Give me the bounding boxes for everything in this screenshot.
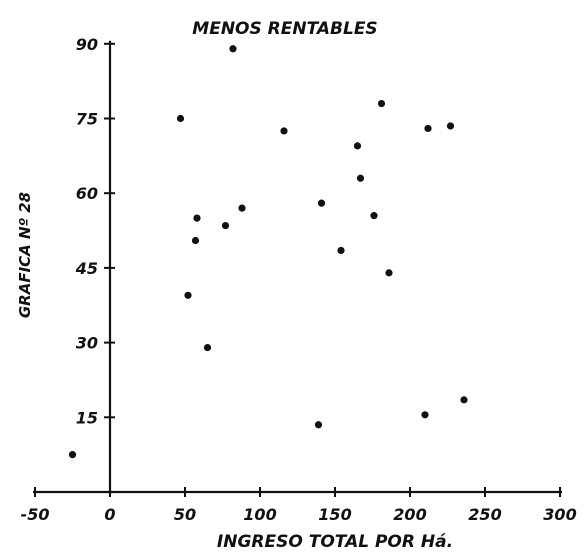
y-tick-label: 45 <box>75 259 98 278</box>
data-point <box>191 236 200 245</box>
x-tick-label: -50 <box>21 505 50 524</box>
x-tick-label: 250 <box>468 505 501 524</box>
data-point <box>221 221 230 230</box>
data-point <box>356 174 365 182</box>
y-tick-label: 90 <box>76 35 98 54</box>
data-point <box>238 204 246 212</box>
data-point <box>203 343 212 352</box>
y-tick-label: 15 <box>76 408 98 427</box>
data-point <box>317 199 326 207</box>
data-point <box>385 269 393 277</box>
x-tick-label: 0 <box>104 505 115 524</box>
data-point <box>424 124 432 133</box>
y-tick-label: 30 <box>76 334 98 353</box>
data-point <box>229 45 237 53</box>
data-point <box>446 122 455 130</box>
data-point <box>377 99 386 108</box>
y-axis-label: GRAFICA Nº 28 <box>16 192 34 318</box>
y-tick-label: 60 <box>76 184 98 203</box>
data-point <box>460 396 468 404</box>
data-point <box>280 127 288 135</box>
data-point <box>421 411 429 419</box>
x-tick-label: 50 <box>174 505 196 524</box>
data-point <box>314 421 323 429</box>
data-point <box>370 212 378 220</box>
x-tick-label: 200 <box>393 505 426 524</box>
data-point <box>337 246 345 255</box>
data-point <box>193 214 201 222</box>
chart-title: MENOS RENTABLES <box>192 19 377 39</box>
y-tick-label: 75 <box>76 110 98 129</box>
data-points <box>68 45 468 459</box>
data-point <box>353 142 362 150</box>
data-point <box>176 114 185 123</box>
x-tick-label: 100 <box>243 505 276 524</box>
x-tick-label: 300 <box>543 505 576 524</box>
data-point <box>184 291 192 299</box>
tick-group: -50 0 50 100 150 200 250 300 15 30 45 60 75 90 <box>21 35 577 524</box>
x-tick-label: 150 <box>318 505 351 524</box>
x-axis-label: INGRESO TOTAL POR Há. <box>217 532 453 552</box>
data-point <box>68 451 77 459</box>
